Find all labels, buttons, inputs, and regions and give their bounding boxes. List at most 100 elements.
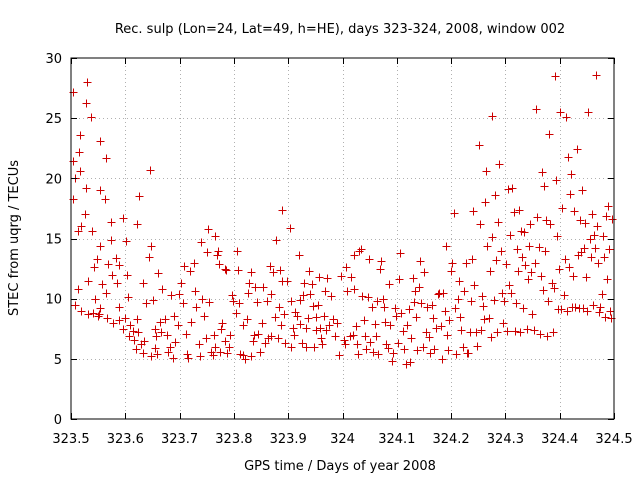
data-point — [503, 327, 512, 336]
data-point — [582, 273, 591, 282]
data-point — [594, 259, 603, 268]
data-point — [353, 340, 362, 349]
data-point — [500, 297, 509, 306]
data-point — [91, 295, 100, 304]
data-point — [552, 176, 561, 185]
data-point — [412, 313, 421, 322]
data-point — [464, 349, 473, 358]
data-point — [459, 343, 468, 352]
data-point — [462, 259, 471, 268]
data-point — [321, 287, 330, 296]
data-point — [161, 315, 170, 324]
data-point — [558, 204, 567, 213]
data-point — [251, 283, 260, 292]
data-point — [551, 72, 560, 81]
data-point — [74, 227, 83, 236]
data-point — [221, 337, 230, 346]
data-point — [511, 327, 520, 336]
data-point — [223, 349, 232, 358]
data-point — [473, 342, 482, 351]
data-point — [570, 207, 579, 216]
data-point — [152, 332, 161, 341]
data-point — [576, 216, 585, 225]
data-point — [115, 303, 124, 312]
data-point — [211, 343, 220, 352]
data-point — [560, 291, 569, 300]
data-point — [107, 218, 116, 227]
data-point — [504, 185, 513, 194]
data-points — [69, 71, 617, 369]
data-point — [515, 206, 524, 215]
data-point — [115, 261, 124, 270]
data-point — [426, 349, 435, 358]
data-point — [157, 328, 166, 337]
data-point — [247, 268, 256, 277]
data-point — [584, 108, 593, 117]
y-tick-labels: 0 5 10 15 20 25 30 — [45, 52, 62, 428]
data-point — [174, 321, 183, 330]
data-point — [467, 297, 476, 306]
data-point — [540, 182, 549, 191]
data-point — [432, 324, 441, 333]
data-point — [360, 316, 369, 325]
data-point — [209, 351, 218, 360]
data-point — [381, 318, 390, 327]
data-point — [538, 168, 547, 177]
data-point — [527, 268, 536, 277]
data-point — [147, 352, 156, 361]
data-point — [151, 344, 160, 353]
axis-ticks — [71, 58, 615, 420]
data-point — [71, 301, 80, 310]
data-point — [317, 334, 326, 343]
data-point — [382, 340, 391, 349]
data-point — [399, 327, 408, 336]
data-point — [134, 328, 143, 337]
data-point — [277, 321, 286, 330]
data-point — [315, 273, 324, 282]
data-point — [369, 348, 378, 357]
data-point — [195, 340, 204, 349]
data-point — [361, 332, 370, 341]
data-point — [546, 220, 555, 229]
data-point — [413, 346, 422, 355]
data-point — [358, 292, 367, 301]
data-point — [528, 310, 537, 319]
x-tick-labels: 323.5 323.6 323.7 323.8 323.9 324 324.1 324.2 32… — [52, 432, 632, 447]
data-point — [447, 267, 456, 276]
data-point — [187, 318, 196, 327]
data-point — [587, 253, 596, 262]
x-tick-label: 324.2 — [432, 432, 469, 447]
data-point — [171, 338, 180, 347]
x-tick-label: 323.9 — [270, 432, 307, 447]
data-point — [535, 243, 544, 252]
data-point — [480, 315, 489, 324]
data-point — [532, 105, 541, 114]
data-point — [417, 299, 426, 308]
data-point — [278, 206, 287, 215]
data-point — [322, 326, 331, 335]
data-point — [115, 316, 124, 325]
data-point — [283, 277, 292, 286]
data-point — [598, 290, 607, 299]
data-point — [184, 354, 193, 363]
data-point — [274, 334, 283, 343]
data-point — [505, 281, 514, 290]
data-point — [477, 326, 486, 335]
data-point — [312, 313, 321, 322]
x-tick-label: 324.4 — [541, 432, 578, 447]
data-point — [88, 227, 97, 236]
data-point — [167, 291, 176, 300]
data-point — [196, 352, 205, 361]
data-point — [109, 319, 118, 328]
data-point — [335, 351, 344, 360]
data-point — [281, 339, 290, 348]
data-point — [77, 307, 86, 316]
data-point — [343, 287, 352, 296]
data-point — [205, 298, 214, 307]
data-point — [589, 301, 598, 310]
data-point — [357, 245, 366, 254]
data-point — [604, 202, 613, 211]
data-point — [102, 289, 111, 298]
data-point — [460, 287, 469, 296]
data-point — [306, 290, 315, 299]
